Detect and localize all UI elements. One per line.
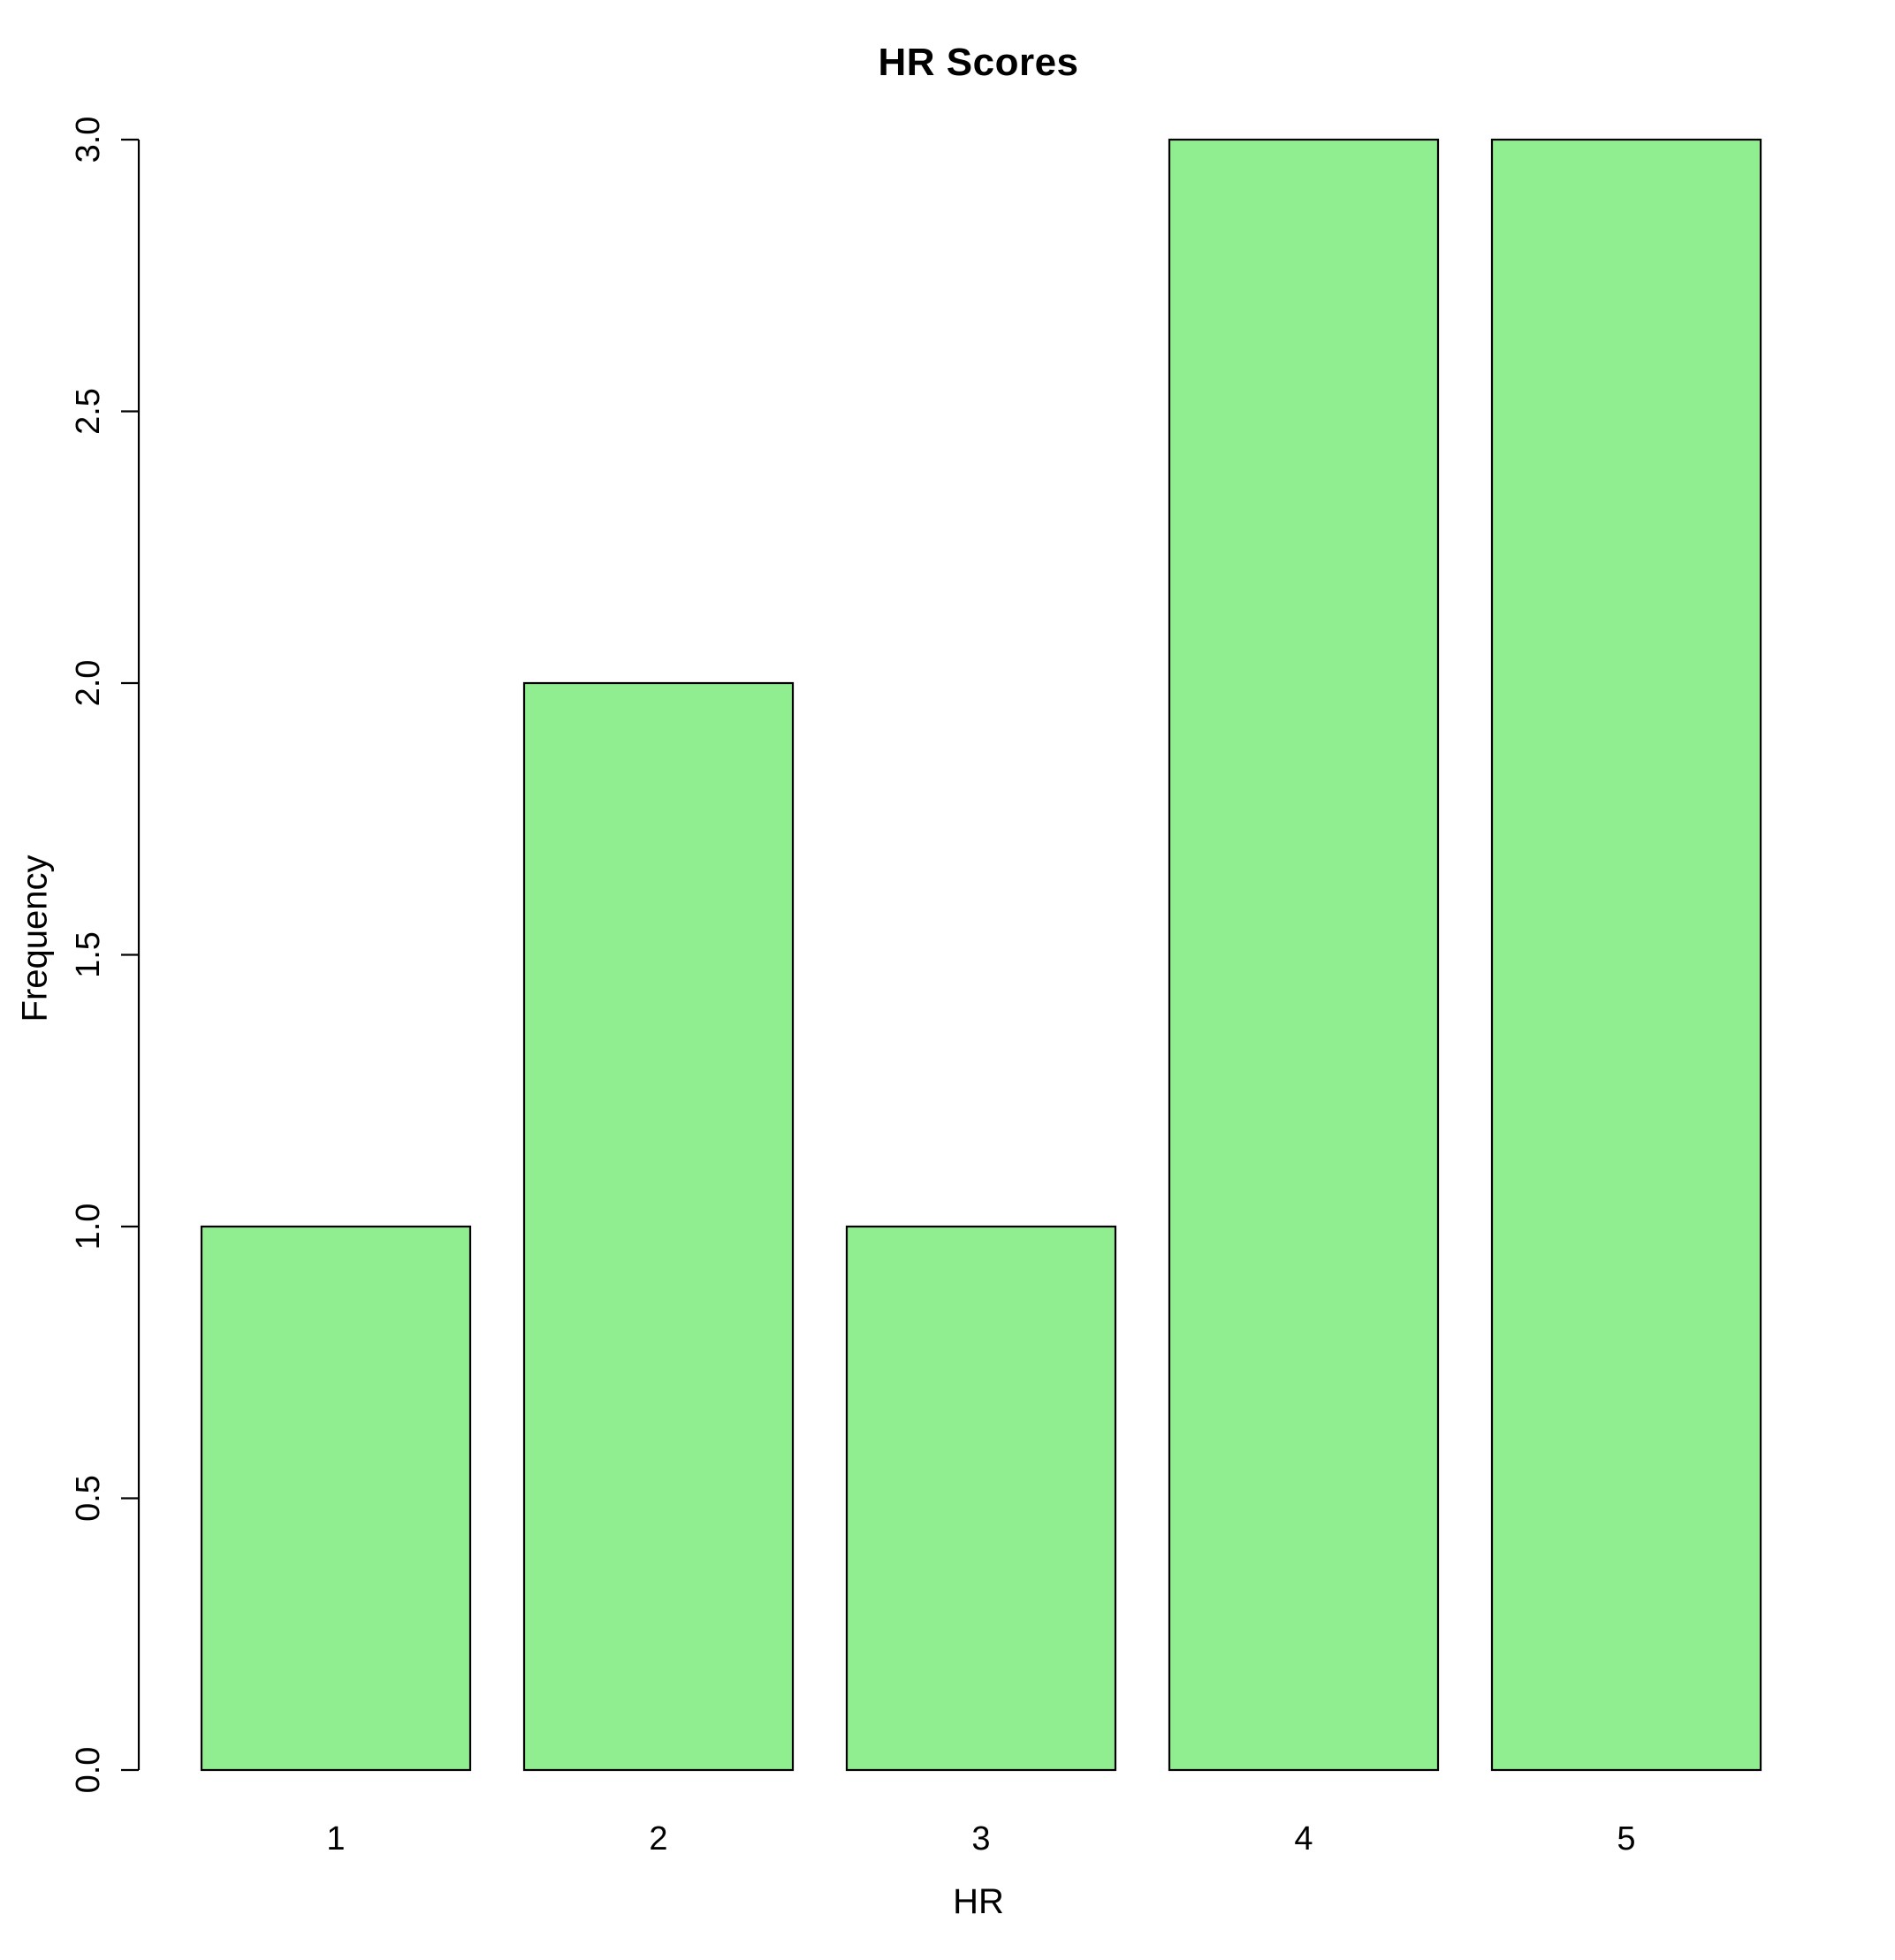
x-category-label: 5 bbox=[1617, 1820, 1635, 1857]
x-category-label: 3 bbox=[971, 1820, 990, 1857]
y-tick-label: 2.0 bbox=[70, 660, 107, 707]
bar-1 bbox=[200, 1225, 472, 1772]
x-category-label: 4 bbox=[1294, 1820, 1313, 1857]
chart-title: HR Scores bbox=[878, 41, 1079, 84]
y-tick-label: 2.5 bbox=[70, 388, 107, 435]
y-tick-label: 0.0 bbox=[70, 1747, 107, 1794]
bar-2 bbox=[522, 681, 795, 1772]
x-category-label: 1 bbox=[326, 1820, 345, 1857]
y-tick-label: 3.0 bbox=[70, 117, 107, 163]
y-tick-label: 0.5 bbox=[70, 1475, 107, 1522]
bar-5 bbox=[1490, 138, 1762, 1772]
y-tick-label: 1.0 bbox=[70, 1204, 107, 1250]
x-axis-title: HR bbox=[953, 1882, 1004, 1921]
x-category-label: 2 bbox=[649, 1820, 667, 1857]
y-tick-label: 1.5 bbox=[70, 931, 107, 978]
bar-3 bbox=[845, 1225, 1117, 1772]
bar-4 bbox=[1168, 138, 1440, 1772]
